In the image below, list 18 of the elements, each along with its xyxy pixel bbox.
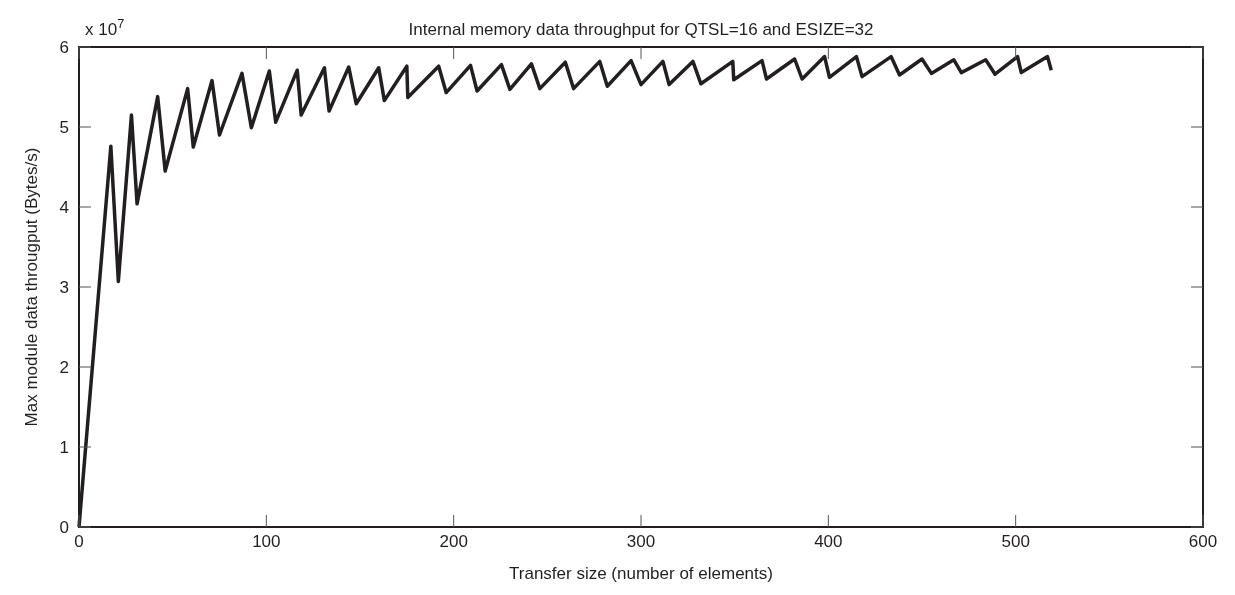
y-tick-label: 1 [59,438,69,457]
x-tick-label: 100 [252,532,281,551]
y-tick-label: 0 [59,518,69,537]
x-tick-label: 300 [626,532,656,551]
y-tick-label: 2 [59,358,69,377]
x-tick-label: 600 [1188,532,1218,551]
y-tick-label: 5 [59,118,69,137]
x-tick-label: 0 [74,532,84,551]
y-tick-label: 6 [59,38,69,57]
x-tick-label: 200 [439,532,468,551]
x-axis-title: Transfer size (number of elements) [509,564,773,583]
y-tick-label: 4 [59,198,69,217]
y-tick-label: 3 [59,278,69,297]
x-tick-label: 400 [814,532,843,551]
x-tick-label: 500 [1001,532,1030,551]
chart-title: Internal memory data throughput for QTSL=16 and ESIZE=32 [408,20,874,39]
text: x 10$^{7}$ [85,15,125,39]
y-axis-title: Max module data througput (Bytes/s) [22,147,41,427]
